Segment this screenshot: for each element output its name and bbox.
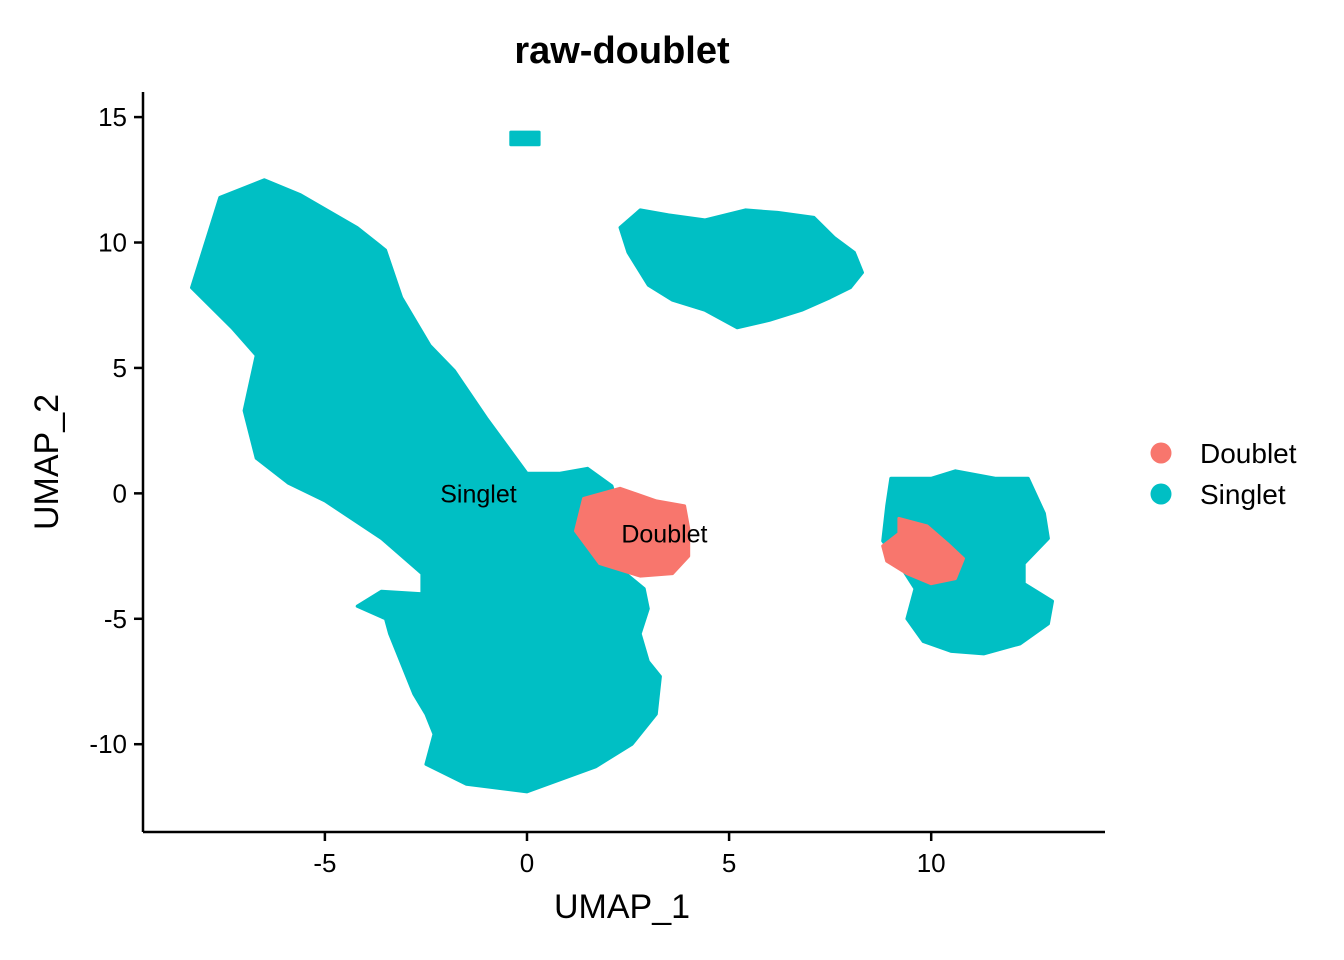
- singlet-point-cloud: [190, 178, 662, 794]
- singlet-point-cloud: [509, 130, 541, 147]
- scatter-points-layer: [190, 130, 1054, 794]
- y-tick-label: 0: [113, 478, 127, 508]
- y-axis-ticks: -10 -5 0 5 10 15: [89, 102, 143, 759]
- cluster-label-singlet: Singlet: [440, 480, 516, 508]
- legend: Doublet Singlet: [1150, 438, 1297, 510]
- x-tick-label: -5: [313, 848, 336, 878]
- y-tick-label: -5: [104, 604, 127, 634]
- y-axis-label: UMAP_2: [28, 394, 66, 530]
- legend-swatch-singlet: [1150, 483, 1172, 505]
- x-tick-label: 10: [917, 848, 946, 878]
- y-tick-label: 10: [98, 228, 127, 258]
- chart-title: raw-doublet: [514, 30, 730, 72]
- y-tick-label: -10: [89, 729, 127, 759]
- x-tick-label: 5: [722, 848, 736, 878]
- x-tick-label: 0: [520, 848, 534, 878]
- legend-swatch-doublet: [1150, 442, 1172, 464]
- y-tick-label: 15: [98, 102, 127, 132]
- x-axis-ticks: -5 0 5 10: [313, 832, 946, 878]
- singlet-point-cloud: [618, 208, 864, 330]
- legend-label-singlet: Singlet: [1200, 479, 1286, 510]
- cluster-label-doublet: Doublet: [621, 520, 707, 548]
- doublet-point-cloud: [574, 486, 691, 578]
- cluster-labels-layer: Singlet Doublet: [440, 480, 707, 548]
- y-tick-label: 5: [113, 353, 127, 383]
- doublet-point-cloud: [881, 516, 965, 586]
- x-axis-label: UMAP_1: [554, 888, 690, 926]
- legend-label-doublet: Doublet: [1200, 438, 1297, 469]
